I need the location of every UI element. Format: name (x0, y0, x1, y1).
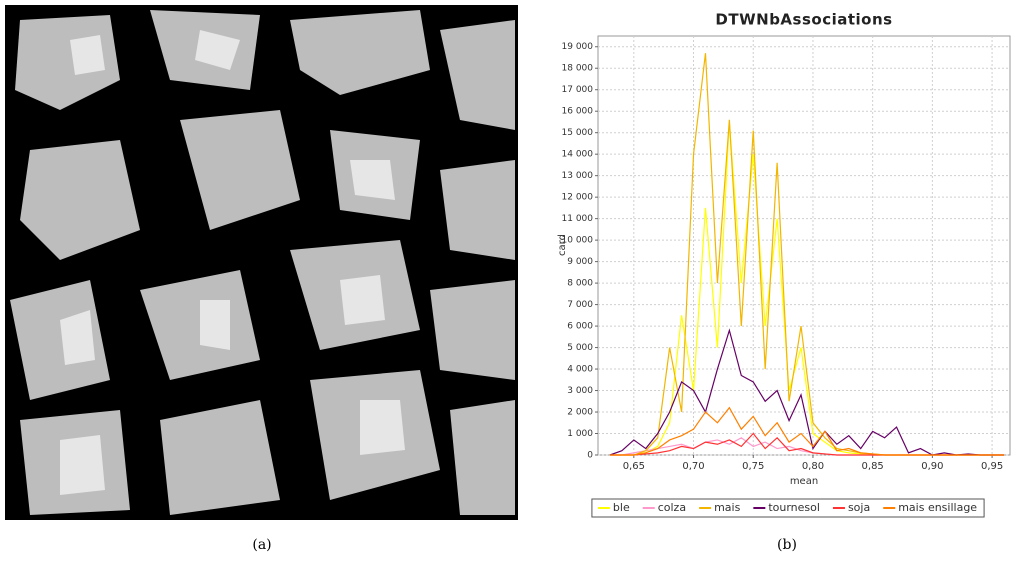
y-tick-label: 13 000 (562, 171, 594, 181)
x-axis-label: mean (790, 476, 818, 487)
y-tick-label: 9 000 (567, 257, 593, 267)
x-tick-label: 0,95 (981, 461, 1003, 472)
x-tick-label: 0,65 (623, 461, 645, 472)
legend-label: tournesol (768, 501, 820, 514)
y-tick-label: 18 000 (562, 64, 594, 74)
series-line (609, 328, 1005, 456)
y-tick-label: 10 000 (562, 236, 594, 246)
y-tick-label: 15 000 (562, 128, 594, 138)
caption: (a) (252, 537, 271, 553)
legend-box (591, 498, 985, 518)
chart-title: DTWNbAssociations (715, 11, 892, 29)
y-tick-label: 0 (587, 451, 593, 461)
y-tick-label: 14 000 (562, 150, 594, 160)
x-tick-label: 0,70 (682, 461, 704, 472)
plot-area (597, 35, 1011, 456)
legend-label: soja (848, 501, 870, 514)
x-tick-label: 0,75 (742, 461, 764, 472)
y-tick-label: 6 000 (567, 322, 593, 332)
y-tick-label: 1 000 (567, 429, 593, 439)
legend-label: mais (714, 501, 741, 514)
y-tick-label: 7 000 (567, 300, 593, 310)
caption: (b) (777, 537, 797, 553)
y-tick-label: 17 000 (562, 85, 594, 95)
y-tick-label: 16 000 (562, 107, 594, 117)
y-tick-label: 19 000 (562, 42, 594, 52)
legend-label: colza (658, 501, 686, 514)
y-tick-label: 12 000 (562, 193, 594, 203)
x-tick-label: 0,80 (802, 461, 824, 472)
series-line (609, 406, 1005, 456)
y-tick-label: 8 000 (567, 279, 593, 289)
legend-label: ble (613, 501, 630, 514)
y-tick-label: 5 000 (567, 343, 593, 353)
legend-label: mais ensillage (898, 501, 977, 514)
x-tick-label: 0,90 (921, 461, 943, 472)
x-tick-label: 0,85 (862, 461, 884, 472)
y-tick-label: 4 000 (567, 365, 593, 375)
satellite-image (5, 5, 518, 520)
y-tick-label: 2 000 (567, 408, 593, 418)
y-tick-label: 3 000 (567, 386, 593, 396)
y-axis-label: card (557, 234, 568, 256)
y-tick-label: 11 000 (562, 214, 594, 224)
